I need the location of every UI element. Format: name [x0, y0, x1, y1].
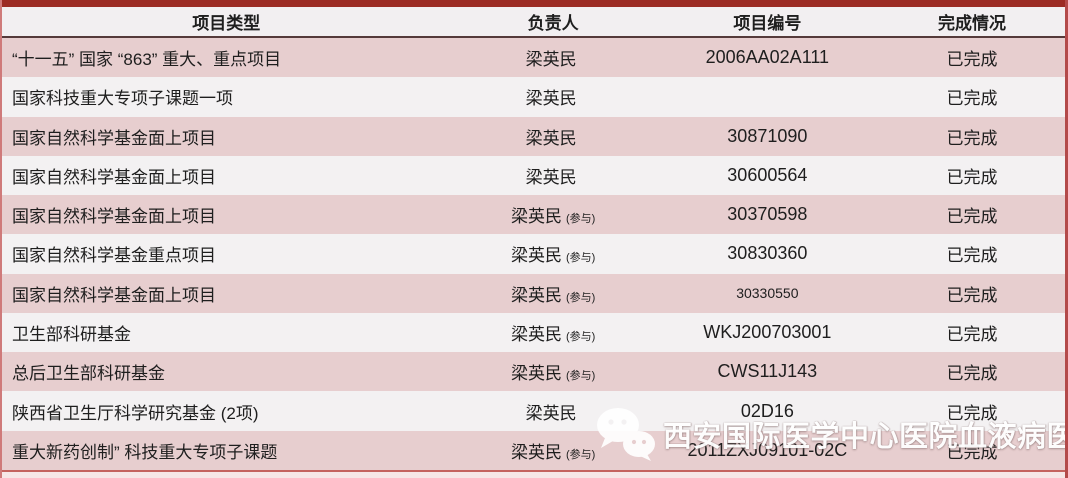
- project-number-cell: 30871090: [727, 125, 808, 146]
- person-cell: 梁英民: [451, 399, 656, 424]
- person-cell: 梁英民: [451, 124, 656, 149]
- status-cell: 已完成: [946, 442, 998, 462]
- project-type-cell: 重大新药创制” 科技重大专项子课题: [12, 442, 278, 462]
- project-number-cell: 2011ZXJ09101-02C: [687, 439, 848, 460]
- person-name: 梁英民: [525, 403, 577, 423]
- project-type-cell: 卫生部科研基金: [12, 324, 131, 344]
- project-number-cell: CWS11J143: [717, 361, 818, 382]
- person-cell: 梁英民 (参与): [451, 202, 656, 227]
- person-cell: 梁英民 (参与): [451, 359, 656, 384]
- bottom-strip: [2, 472, 1065, 478]
- table-body: “十一五” 国家 “863” 重大、重点项目 梁英民 2006AA02A111 …: [2, 38, 1065, 470]
- person-cell: 梁英民: [451, 163, 656, 188]
- person-name: 梁英民: [510, 285, 562, 305]
- table-row: 陕西省卫生厅科学研究基金 (2项) 梁英民 02D16 已完成: [2, 391, 1065, 431]
- project-number-cell: 30600564: [727, 164, 808, 185]
- person-name: 梁英民: [525, 50, 577, 70]
- person-name: 梁英民: [510, 324, 562, 344]
- person-cell: 梁英民: [451, 84, 656, 109]
- table-header-row: 项目类型 负责人 项目编号 完成情况: [2, 7, 1065, 38]
- table-row: 国家自然科学基金面上项目 梁英民 30871090 已完成: [2, 116, 1065, 156]
- table-row: 重大新药创制” 科技重大专项子课题 梁英民 (参与) 2011ZXJ09101-0…: [2, 430, 1065, 470]
- project-number-cell: 2006AA02A111: [705, 47, 830, 68]
- participation-note: (参与): [565, 291, 596, 304]
- project-number-cell: 30830360: [727, 243, 808, 264]
- person-cell: 梁英民: [451, 45, 656, 70]
- table-row: 国家自然科学基金面上项目 梁英民 (参与) 30370598 已完成: [2, 195, 1065, 235]
- table-row: “十一五” 国家 “863” 重大、重点项目 梁英民 2006AA02A111 …: [2, 38, 1065, 78]
- project-type-cell: 国家自然科学基金面上项目: [12, 285, 216, 305]
- person-cell: 梁英民 (参与): [451, 281, 656, 306]
- column-header-status: 完成情况: [937, 14, 1006, 33]
- column-header-project-number: 项目编号: [733, 14, 802, 33]
- project-type-cell: 国家科技重大专项子课题一项: [12, 89, 233, 109]
- status-cell: 已完成: [946, 364, 998, 384]
- status-cell: 已完成: [946, 285, 998, 305]
- project-type-cell: 国家自然科学基金面上项目: [12, 128, 216, 148]
- project-type-cell: “十一五” 国家 “863” 重大、重点项目: [12, 50, 282, 70]
- participation-note: (参与): [565, 370, 596, 383]
- person-name: 梁英民: [510, 442, 562, 462]
- status-cell: 已完成: [946, 50, 998, 70]
- project-type-cell: 总后卫生部科研基金: [12, 364, 165, 384]
- column-header-person: 负责人: [527, 14, 579, 33]
- column-header-project-type: 项目类型: [192, 14, 261, 33]
- status-cell: 已完成: [946, 207, 998, 227]
- table-row: 国家科技重大专项子课题一项 梁英民 已完成: [2, 77, 1065, 117]
- projects-table: 项目类型 负责人 项目编号 完成情况 “十一五” 国家 “863” 重大、重点项…: [2, 7, 1065, 470]
- person-name: 梁英民: [525, 167, 577, 187]
- project-type-cell: 国家自然科学基金面上项目: [12, 207, 216, 227]
- person-name: 梁英民: [510, 364, 562, 384]
- person-name: 梁英民: [525, 128, 577, 148]
- participation-note: (参与): [565, 330, 596, 343]
- project-number-cell: 30370598: [727, 204, 808, 225]
- bottom-border-line: [2, 470, 1065, 472]
- project-type-cell: 国家自然科学基金重点项目: [12, 246, 216, 266]
- person-name: 梁英民: [510, 246, 562, 266]
- status-cell: 已完成: [946, 89, 998, 109]
- person-name: 梁英民: [510, 207, 562, 227]
- table-row: 国家自然科学基金重点项目 梁英民 (参与) 30830360 已完成: [2, 234, 1065, 274]
- participation-note: (参与): [565, 448, 596, 461]
- status-cell: 已完成: [946, 324, 998, 344]
- participation-note: (参与): [565, 252, 596, 265]
- top-accent-bar: [2, 0, 1065, 7]
- table-row: 国家自然科学基金面上项目 梁英民 30600564 已完成: [2, 155, 1065, 196]
- status-cell: 已完成: [946, 128, 998, 148]
- project-number-cell: WKJ200703001: [703, 321, 832, 342]
- table-row: 国家自然科学基金面上项目 梁英民 (参与) 30330550 已完成: [2, 273, 1065, 313]
- status-cell: 已完成: [946, 167, 998, 187]
- status-cell: 已完成: [946, 403, 998, 423]
- person-cell: 梁英民 (参与): [451, 438, 656, 463]
- project-type-cell: 国家自然科学基金面上项目: [12, 167, 216, 187]
- table-row: 总后卫生部科研基金 梁英民 (参与) CWS11J143 已完成: [2, 352, 1065, 392]
- person-cell: 梁英民 (参与): [451, 320, 656, 345]
- status-cell: 已完成: [946, 246, 998, 266]
- project-number-cell: 02D16: [740, 400, 794, 421]
- person-name: 梁英民: [525, 89, 577, 109]
- table-row: 卫生部科研基金 梁英民 (参与) WKJ200703001 已完成: [2, 312, 1065, 353]
- project-number-cell: 30330550: [736, 285, 799, 302]
- participation-note: (参与): [565, 213, 596, 226]
- person-cell: 梁英民 (参与): [451, 241, 656, 266]
- project-type-cell: 陕西省卫生厅科学研究基金 (2项): [12, 403, 259, 423]
